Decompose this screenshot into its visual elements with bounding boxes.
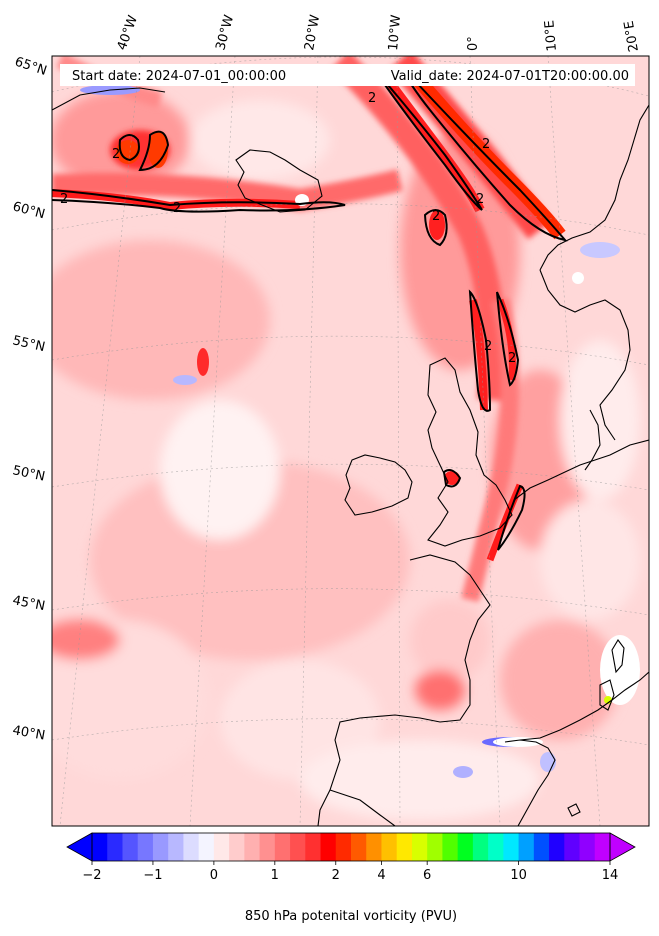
colorbar-swatch [274, 833, 291, 861]
norway-south-coast [539, 269, 631, 441]
pv-2-contours [52, 64, 568, 551]
colorbar-swatch [213, 833, 230, 861]
colorbar-swatch [442, 833, 459, 861]
colorbar-swatch [183, 833, 200, 861]
contour-label: 2 [484, 339, 492, 354]
lon-label: 10°W [386, 14, 404, 51]
colorbar-tick-label: 0 [210, 868, 218, 883]
colorbar-swatch [351, 833, 367, 861]
graticule [52, 56, 649, 826]
scandinavia-coast [539, 104, 649, 271]
colorbar-swatch [381, 833, 398, 861]
pv-2-contour-labels: 2 2 2 2 2 2 2 2 2 [60, 91, 516, 366]
colorbar-swatch [457, 833, 474, 861]
colorbar-swatch [488, 833, 504, 861]
colorbar-swatch [152, 833, 169, 861]
colorbar-swatch [259, 833, 276, 861]
colorbar-tick-label: 1 [271, 868, 279, 883]
lon-label: 10°E [542, 20, 560, 52]
colorbar-swatch [335, 833, 352, 861]
colorbar-title: 850 hPa potenital vorticity (PVU) [245, 909, 457, 924]
colorbar-swatch [107, 833, 124, 861]
colorbar-swatch [122, 833, 139, 861]
lon-label: 20°E [622, 20, 642, 53]
colorbar-swatch [137, 833, 154, 861]
colorbar-swatch [427, 833, 444, 861]
colorbar-swatch [564, 833, 581, 861]
contour-label: 2 [173, 201, 181, 216]
spain-south-coast [504, 739, 556, 826]
contour-label: 2 [482, 137, 490, 152]
north-sea-coast [513, 439, 649, 501]
map-border [51, 55, 650, 827]
colorbar-swatches [92, 833, 611, 861]
lon-label: 0° [466, 36, 481, 51]
header-box [60, 64, 635, 86]
colorbar-swatch [198, 833, 215, 861]
colorbar-swatch [594, 833, 611, 861]
colorbar-swatch [244, 833, 261, 861]
france-spain-coast [317, 554, 491, 826]
denmark-coast [584, 409, 601, 471]
colorbar-tick-label: 4 [377, 868, 385, 883]
colorbar-swatch [366, 833, 383, 861]
colorbar-swatch [290, 833, 306, 861]
pv-field-map[interactable]: 2 2 2 2 2 2 2 2 2 Start date: 2024-07-01… [30, 56, 649, 826]
contour-label: 2 [508, 351, 516, 366]
start-date-label: Start date: 2024-07-01_00:00:00 [72, 69, 286, 84]
morocco-coast [329, 789, 396, 826]
colorbar-swatch [579, 833, 596, 861]
lat-label: 60°N [11, 199, 47, 222]
lat-label: 40°N [11, 723, 46, 743]
colorbar-swatch [472, 833, 489, 861]
colorbar-border [91, 832, 611, 862]
colorbar-tick-label: 14 [602, 868, 619, 883]
colorbar-swatch [229, 833, 245, 861]
lat-label: 55°N [11, 333, 46, 355]
corsica-coast [611, 639, 625, 674]
colorbar-tick-label: −2 [82, 868, 101, 883]
sardinia-coast [599, 679, 615, 711]
lon-label: 30°W [213, 13, 237, 52]
lat-label: 50°N [11, 463, 46, 484]
contour-label: 2 [432, 209, 440, 224]
colorbar-tick-label: −1 [143, 868, 162, 883]
great-britain-coast [427, 357, 513, 547]
contour-label: 2 [368, 91, 376, 106]
colorbar-ticks: −2 −1 0 1 2 4 6 10 14 [82, 861, 618, 883]
colorbar-swatch [411, 833, 428, 861]
france-italy-coast [519, 671, 649, 741]
colorbar-tick-label: 6 [423, 868, 431, 883]
colorbar-swatch [168, 833, 185, 861]
colorbar-swatch [549, 833, 565, 861]
greenland-coast [52, 87, 166, 111]
colorbar: −2 −1 0 1 2 4 6 10 14 850 hPa potenital vorticit… [66, 832, 636, 924]
longitude-labels: 40°W 30°W 20°W 10°W 0° 10°E 20°E [115, 13, 642, 53]
contour-label: 2 [60, 192, 68, 207]
lon-label: 40°W [115, 13, 141, 52]
colorbar-swatch [533, 833, 550, 861]
contour-label: 2 [476, 192, 484, 207]
colorbar-tick-label: 2 [332, 868, 340, 883]
latitude-labels: 65°N 60°N 55°N 50°N 45°N 40°N [11, 55, 49, 744]
colorbar-swatch [503, 833, 520, 861]
colorbar-swatch [92, 833, 108, 861]
colorbar-under-arrow [66, 832, 93, 862]
balearic-coast [567, 803, 581, 817]
colorbar-swatch [518, 833, 535, 861]
valid-date-label: Valid_date: 2024-07-01T20:00:00.00 [391, 69, 629, 84]
lat-label: 45°N [11, 593, 46, 614]
colorbar-tick-label: 10 [510, 868, 527, 883]
colorbar-over-arrow [609, 832, 636, 862]
contour-label: 2 [112, 147, 120, 162]
lat-label: 65°N [13, 55, 49, 79]
lon-label: 20°W [302, 14, 323, 52]
ireland-coast [344, 454, 413, 516]
colorbar-swatch [320, 833, 337, 861]
colorbar-swatch [305, 833, 322, 861]
colorbar-swatch [396, 833, 413, 861]
coastlines [52, 87, 649, 826]
